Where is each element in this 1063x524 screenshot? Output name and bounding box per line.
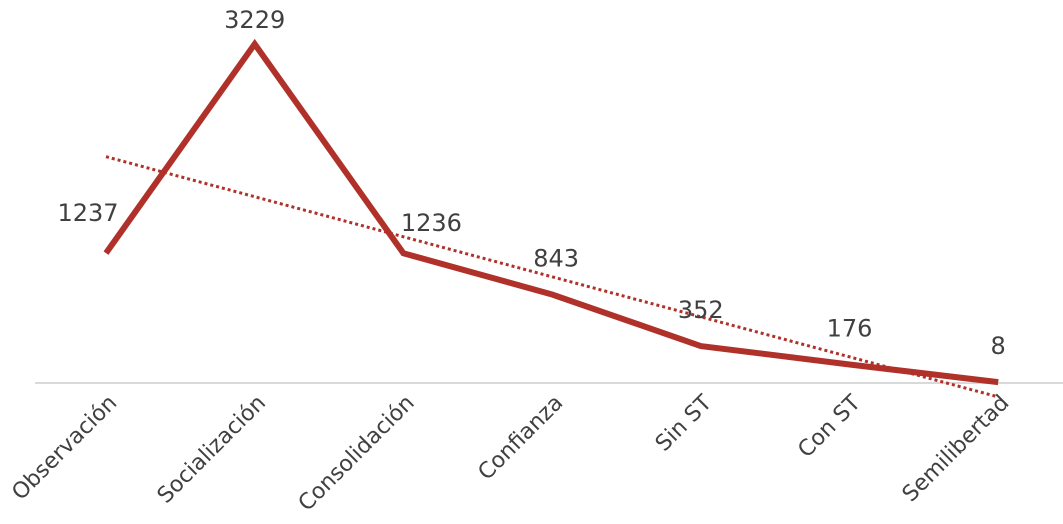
series-line — [103, 38, 999, 386]
trendline-layer — [105, 155, 999, 399]
data-label-3: 843 — [533, 244, 579, 272]
data-labels-layer: 1237 3229 1236 843 352 176 8 — [57, 6, 1005, 360]
x-tick-label-3: Confianza — [474, 391, 569, 486]
series-layer — [103, 38, 999, 386]
x-tick-label-2: Consolidación — [294, 391, 420, 517]
x-tick-label-5: Con ST — [793, 390, 866, 463]
x-tick-labels-layer: Observación Socialización Consolidación Con… — [7, 390, 1014, 516]
data-label-2: 1236 — [401, 209, 462, 237]
data-label-5: 176 — [827, 315, 873, 343]
data-label-6: 8 — [991, 332, 1006, 360]
data-label-0: 1237 — [57, 199, 118, 227]
trendline — [105, 155, 999, 399]
x-tick-label-0: Observación — [7, 391, 122, 506]
x-tick-label-1: Socialización — [153, 391, 271, 509]
data-label-1: 3229 — [224, 6, 285, 34]
data-label-4: 352 — [678, 296, 724, 324]
x-tick-label-4: Sin ST — [651, 390, 717, 456]
x-tick-label-6: Semilibertad — [898, 391, 1015, 508]
